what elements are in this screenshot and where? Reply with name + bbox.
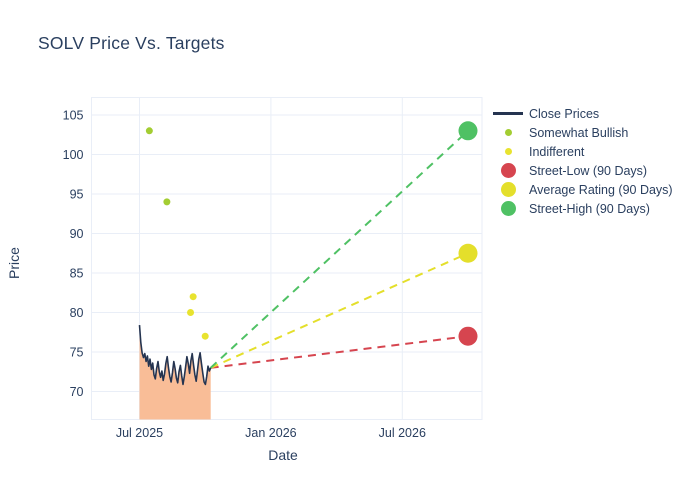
y-axis-title: Price (6, 247, 22, 279)
legend-dot-swatch (490, 201, 526, 216)
projection-line-0 (210, 335, 469, 369)
plot-border (91, 97, 483, 420)
legend-item-2[interactable]: Indifferent (490, 142, 673, 161)
y-tick-label: 90 (70, 227, 84, 241)
dot-swatch-icon (500, 182, 516, 197)
y-tick-label: 75 (70, 346, 84, 360)
legend-dot-swatch (490, 182, 526, 197)
y-tick-label: 100 (63, 148, 84, 162)
target-marker-1 (458, 243, 478, 263)
rating-dot (201, 332, 209, 340)
rating-dot (163, 198, 171, 206)
line-swatch-icon (493, 112, 523, 115)
y-tick-label: 105 (63, 109, 84, 123)
y-tick-label: 85 (70, 267, 84, 281)
target-marker-2 (458, 121, 478, 141)
legend-item-0[interactable]: Close Prices (490, 104, 673, 123)
rating-dot (189, 293, 197, 301)
rating-dot (145, 127, 153, 135)
close-price-line (138, 325, 212, 386)
legend-label: Indifferent (529, 144, 585, 159)
legend-label: Close Prices (529, 106, 600, 121)
legend-item-5[interactable]: Street-High (90 Days) (490, 199, 673, 218)
projection-line-2 (209, 130, 469, 369)
legend-label: Somewhat Bullish (529, 125, 629, 140)
legend: Close Prices Somewhat Bullish Indifferent S… (490, 104, 673, 218)
legend-item-3[interactable]: Street-Low (90 Days) (490, 161, 673, 180)
dot-swatch-icon (504, 148, 512, 155)
legend-item-4[interactable]: Average Rating (90 Days) (490, 180, 673, 199)
legend-label: Street-High (90 Days) (529, 201, 650, 216)
legend-dot-swatch (490, 148, 526, 155)
projection-line-1 (210, 252, 469, 369)
legend-label: Street-Low (90 Days) (529, 163, 648, 178)
rating-dot (187, 309, 195, 316)
dot-swatch-icon (504, 129, 512, 136)
y-tick-label: 70 (70, 385, 84, 399)
x-tick-label: Jan 2026 (245, 426, 296, 440)
legend-item-1[interactable]: Somewhat Bullish (490, 123, 673, 142)
legend-dot-swatch (490, 129, 526, 136)
x-axis-title: Date (268, 447, 298, 463)
legend-label: Average Rating (90 Days) (529, 182, 673, 197)
target-marker-0 (458, 326, 478, 346)
chart-title: SOLV Price Vs. Targets (38, 33, 225, 53)
legend-line-swatch (490, 112, 526, 115)
dot-swatch-icon (500, 163, 516, 178)
dot-swatch-icon (500, 201, 516, 216)
x-tick-label: Jul 2026 (379, 426, 426, 440)
x-tick-label: Jul 2025 (116, 426, 163, 440)
legend-dot-swatch (490, 163, 526, 178)
y-tick-label: 80 (70, 306, 84, 320)
y-tick-label: 95 (70, 188, 84, 202)
